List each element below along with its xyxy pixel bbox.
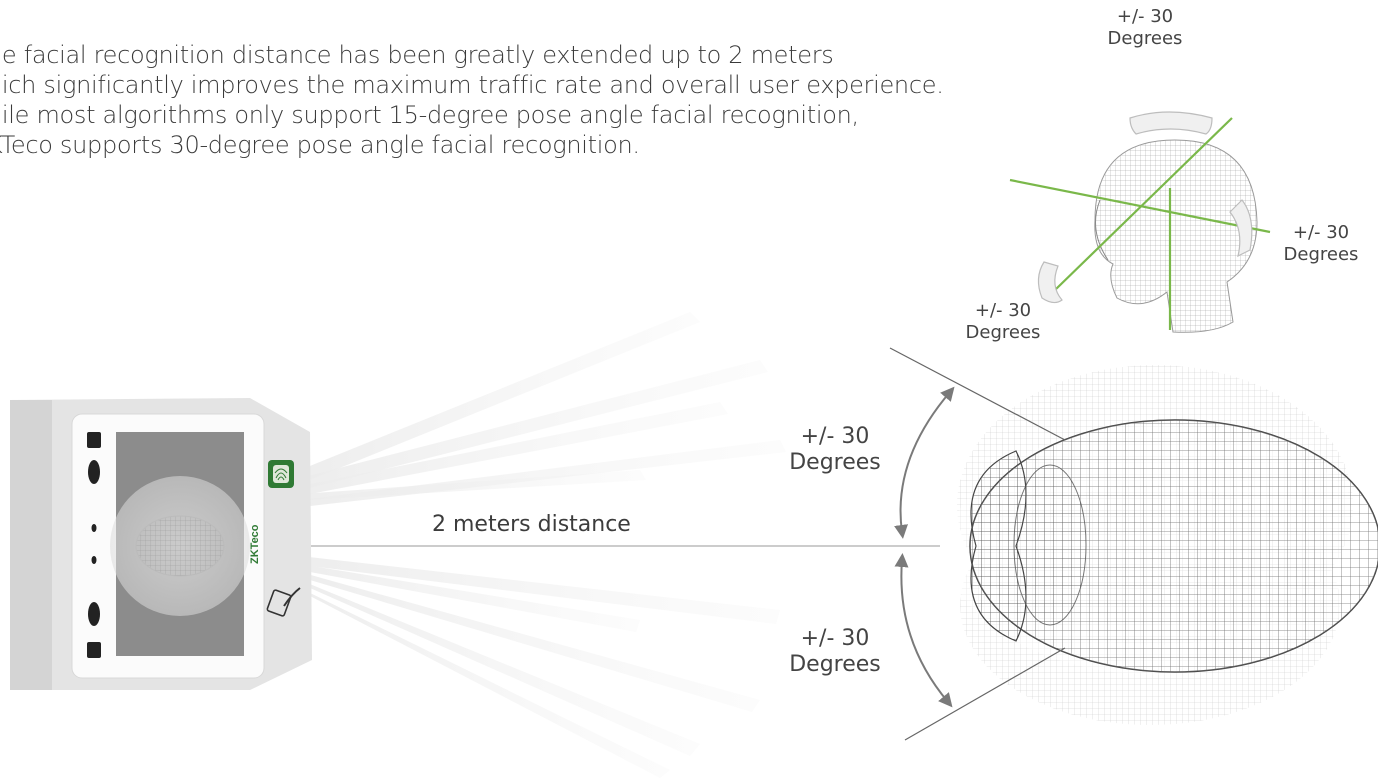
pose-label-right: +/- 30 Degrees bbox=[1266, 222, 1376, 265]
pose-label-left: +/- 30 Degrees bbox=[948, 300, 1058, 343]
recognition-device bbox=[10, 398, 312, 690]
intro-paragraph: he facial recognition distance has been … bbox=[0, 40, 944, 160]
pose-label-unit: Degrees bbox=[1107, 27, 1183, 49]
screen-face-mesh bbox=[135, 515, 225, 577]
device-brand-logo: ZKTeco bbox=[249, 524, 261, 564]
upper-angle-line bbox=[889, 347, 1066, 441]
lower-angle-line bbox=[904, 647, 1066, 741]
lower-angle-arrow bbox=[894, 553, 953, 708]
top-view-head bbox=[948, 365, 1378, 725]
pose-label-unit: Degrees bbox=[1283, 243, 1359, 265]
distance-label: 2 meters distance bbox=[432, 512, 631, 537]
intro-line: he facial recognition distance has been … bbox=[0, 41, 834, 69]
card-reader-icon bbox=[266, 587, 301, 617]
pose-label-value: +/- 30 bbox=[1292, 222, 1350, 243]
fingerprint-icon bbox=[268, 460, 294, 488]
angle-label-value: +/- 30 bbox=[800, 424, 870, 449]
upper-angle-arrow bbox=[894, 386, 955, 539]
recognition-beams bbox=[300, 312, 786, 778]
pose-label-value: +/- 30 bbox=[974, 300, 1032, 321]
intro-line: KTeco supports 30-degree pose angle faci… bbox=[0, 131, 640, 159]
intro-line: hich significantly improves the maximum … bbox=[0, 71, 944, 99]
angle-label-unit: Degrees bbox=[789, 450, 881, 476]
angle-label-unit: Degrees bbox=[789, 652, 881, 678]
pose-label-unit: Degrees bbox=[965, 321, 1041, 343]
rotation-arrow-icon bbox=[1037, 111, 1253, 304]
pose-head-3d bbox=[1094, 139, 1258, 333]
pose-label-top: +/- 30 Degrees bbox=[1090, 6, 1200, 49]
intro-line: hile most algorithms only support 15-deg… bbox=[0, 101, 859, 129]
lower-angle-label: +/- 30 Degrees bbox=[770, 626, 900, 679]
upper-angle-label: +/- 30 Degrees bbox=[770, 424, 900, 477]
pose-label-value: +/- 30 bbox=[1116, 6, 1174, 27]
pose-axes bbox=[1009, 117, 1271, 330]
angle-label-value: +/- 30 bbox=[800, 626, 870, 651]
